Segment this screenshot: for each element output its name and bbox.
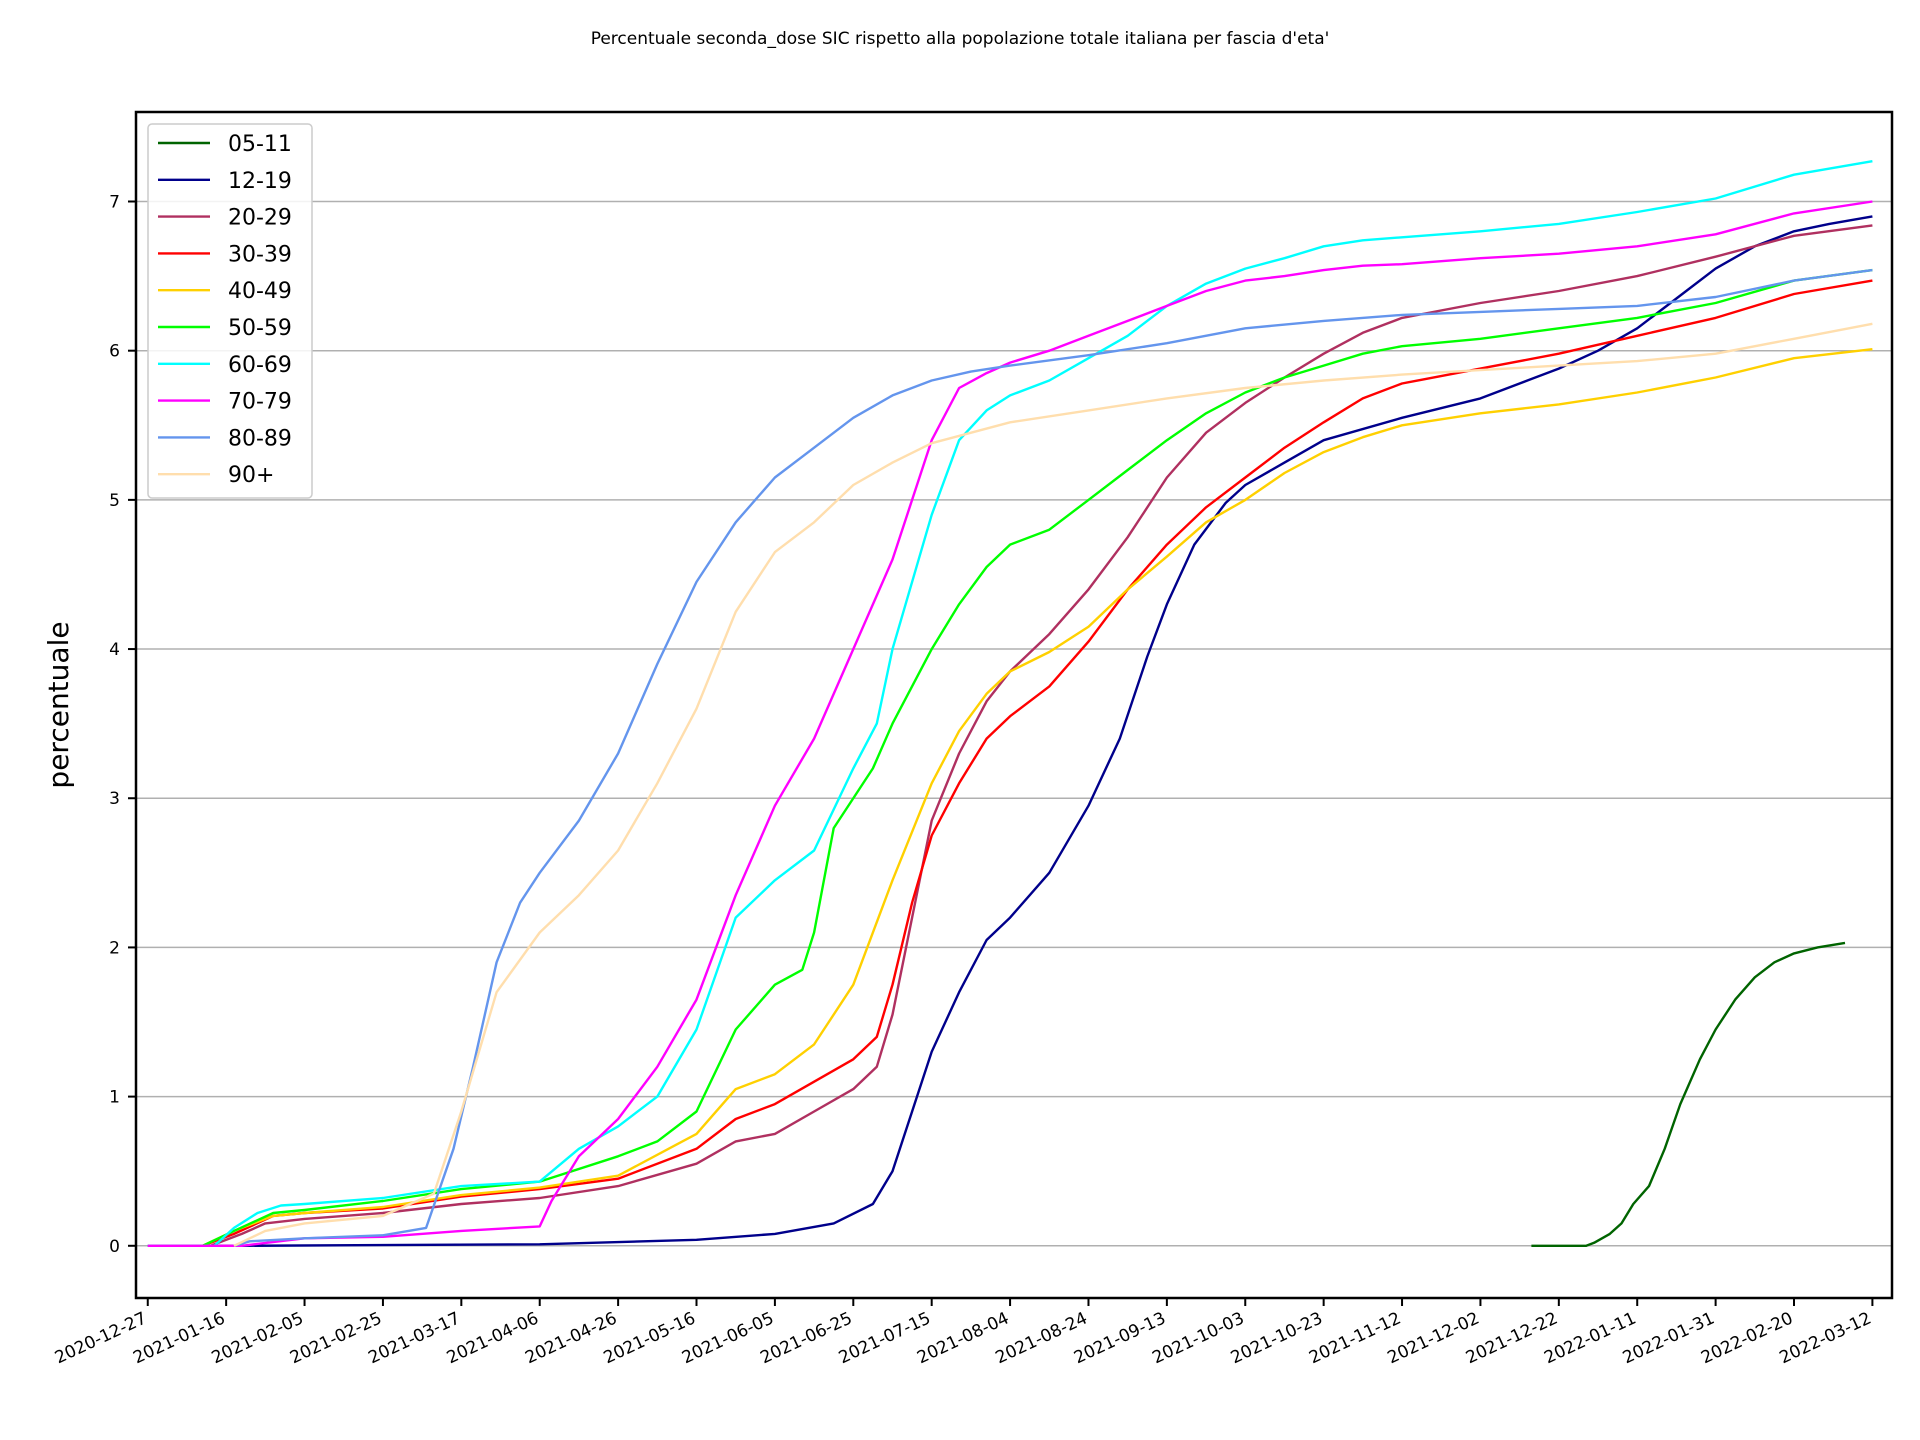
- chart-title: Percentuale seconda_dose SIC rispetto al…: [591, 29, 1330, 49]
- y-tick-label: 0: [109, 1237, 120, 1257]
- legend-label: 20-29: [228, 206, 292, 231]
- series-line-40-49: [202, 348, 1873, 1247]
- series-line-12-19: [147, 215, 1873, 1248]
- legend-label: 40-49: [228, 279, 292, 304]
- series-line-20-29: [210, 224, 1873, 1247]
- y-tick-label: 6: [109, 342, 120, 362]
- legend-label: 80-89: [228, 426, 292, 451]
- series-line-90+: [233, 322, 1873, 1247]
- legend-label: 30-39: [228, 242, 292, 267]
- y-tick-label: 2: [109, 938, 120, 958]
- legend-label: 70-79: [228, 390, 292, 415]
- legend-label: 50-59: [228, 316, 292, 341]
- legend-label: 05-11: [228, 132, 292, 157]
- x-axis: 2020-12-272021-01-162021-02-052021-02-25…: [52, 1298, 1875, 1368]
- legend-label: 12-19: [228, 169, 292, 194]
- y-tick-label: 3: [109, 789, 120, 809]
- y-tick-label: 5: [109, 491, 120, 511]
- y-tick-label: 1: [109, 1088, 120, 1108]
- legend-label: 90+: [228, 463, 274, 488]
- y-tick-label: 4: [109, 640, 120, 660]
- y-tick-label: 7: [109, 193, 120, 213]
- series-line-70-79: [147, 200, 1873, 1248]
- grid-lines: [136, 200, 1892, 1247]
- y-axis: 0 1 2 3 4 5 6 7: [109, 193, 136, 1257]
- series-line-05-11: [1531, 941, 1846, 1248]
- legend-label: 60-69: [228, 353, 292, 378]
- series-layer: [147, 160, 1873, 1248]
- y-axis-label: percentuale: [42, 621, 75, 788]
- series-line-80-89: [233, 268, 1873, 1247]
- legend: 05-11 12-19 20-29 30-39 40-49 50-59 60-69 70-79…: [147, 123, 313, 499]
- series-line-30-39: [202, 279, 1873, 1247]
- series-line-50-59: [202, 268, 1873, 1247]
- plot-frame: [134, 110, 1894, 1300]
- series-line-60-69: [147, 160, 1873, 1248]
